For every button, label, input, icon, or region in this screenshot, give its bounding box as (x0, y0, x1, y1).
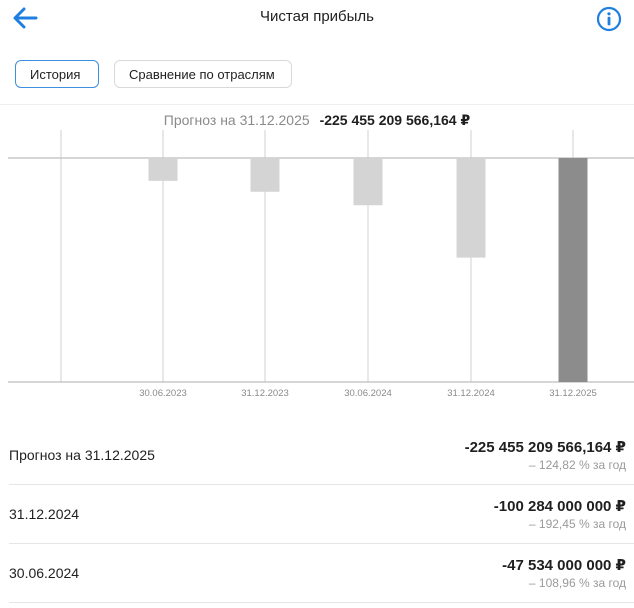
forecast-value: -225 455 209 566,164 ₽ (319, 112, 471, 128)
arrow-left-icon (13, 7, 38, 29)
row-label: Прогноз на 31.12.2025 (9, 447, 155, 463)
list-item-forecast[interactable]: Прогноз на 31.12.2025 -225 455 209 566,1… (0, 426, 634, 484)
forecast-summary: Прогноз на 31.12.2025 -225 455 209 566,1… (0, 112, 634, 129)
header: Чистая прибыль (0, 0, 634, 40)
list-item[interactable]: 30.06.2024 -47 534 000 000 ₽ – 108,96 % … (0, 544, 634, 602)
row-value: -225 455 209 566,164 ₽ (464, 439, 626, 456)
bar (148, 158, 178, 181)
x-tick-label: 31.12.2025 (549, 388, 597, 399)
row-change: – 192,45 % за год (528, 517, 626, 531)
divider (0, 104, 634, 105)
back-button[interactable] (10, 4, 40, 32)
x-tick-label: 31.12.2023 (241, 388, 289, 399)
tab-history[interactable]: История (15, 60, 99, 88)
row-change: – 124,82 % за год (528, 458, 626, 472)
bar (558, 158, 588, 382)
net-profit-chart: 30.06.2023 31.12.2023 30.06.2024 31.12.2024… (8, 130, 634, 399)
x-tick-label: 30.06.2023 (139, 388, 187, 399)
forecast-label: Прогноз на 31.12.2025 (163, 112, 310, 128)
info-icon (596, 6, 622, 32)
row-value: -100 284 000 000 ₽ (493, 498, 626, 515)
tab-industry-comparison[interactable]: Сравнение по отраслям (114, 60, 292, 88)
info-button[interactable] (596, 6, 622, 32)
row-change: – 108,96 % за год (528, 576, 626, 590)
list-item[interactable]: 31.12.2024 -100 284 000 000 ₽ – 192,45 %… (0, 485, 634, 543)
row-label: 30.06.2024 (9, 565, 80, 581)
bar (353, 158, 383, 206)
x-tick-label: 30.06.2024 (344, 388, 392, 399)
divider (9, 484, 634, 485)
x-tick-label: 31.12.2024 (447, 388, 495, 399)
bar (250, 158, 280, 192)
divider (9, 543, 634, 544)
page-title: Чистая прибыль (260, 8, 374, 25)
divider (9, 602, 634, 603)
bar (456, 158, 486, 258)
row-value: -47 534 000 000 ₽ (502, 557, 626, 574)
row-label: 31.12.2024 (9, 506, 80, 522)
